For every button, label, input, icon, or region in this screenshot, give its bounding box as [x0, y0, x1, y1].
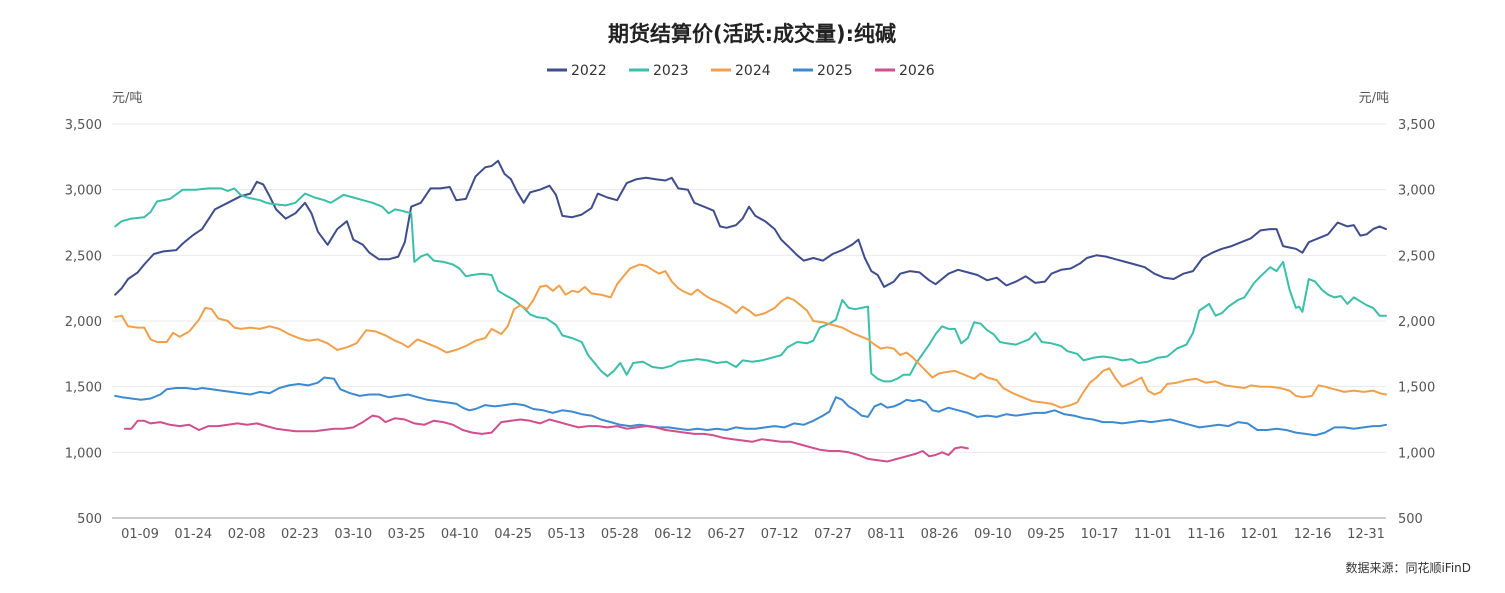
- series-lines: [114, 159, 1387, 463]
- y-axis-unit-left: 元/吨: [112, 91, 142, 106]
- y-tick-label-right: 500: [1398, 512, 1423, 527]
- x-tick-label: 10-17: [1081, 527, 1119, 542]
- y-tick-label-right: 3,500: [1398, 118, 1435, 133]
- legend-label: 2026: [899, 63, 935, 79]
- x-tick-label: 11-16: [1187, 527, 1225, 542]
- y-tick-label-left: 1,500: [65, 381, 102, 396]
- x-tick-label: 12-16: [1294, 527, 1332, 542]
- x-tick-label: 06-12: [654, 527, 692, 542]
- series-line-2025: [114, 376, 1387, 437]
- x-tick-label: 09-25: [1027, 527, 1065, 542]
- x-tick-label: 08-11: [867, 527, 905, 542]
- series-line-2023: [114, 187, 1387, 383]
- x-tick-label: 05-28: [601, 527, 639, 542]
- x-tick-label: 03-10: [334, 527, 372, 542]
- series-line-2022: [114, 159, 1387, 296]
- y-tick-label-left: 3,500: [65, 118, 102, 133]
- y-axis-right: 3,500 3,000 2,500 2,000 1,500 1,000 500: [1398, 118, 1435, 527]
- y-tick-label-left: 2,000: [65, 315, 102, 330]
- x-tick-label: 04-10: [441, 527, 479, 542]
- data-source: 数据来源：同花顺iFinD: [1345, 560, 1471, 575]
- x-tick-label: 07-27: [814, 527, 852, 542]
- y-tick-label-left: 1,000: [65, 446, 102, 461]
- y-tick-label-right: 1,000: [1398, 446, 1435, 461]
- x-tick-label: 03-25: [388, 527, 426, 542]
- legend: 2022 2023 2024 2025 2026: [547, 63, 935, 79]
- y-tick-label-left: 2,500: [65, 249, 102, 264]
- y-axis-unit-right: 元/吨: [1359, 91, 1389, 106]
- x-tick-label: 11-01: [1134, 527, 1172, 542]
- x-tick-label: 08-26: [921, 527, 959, 542]
- gridlines: [112, 123, 1386, 453]
- y-tick-label-left: 3,000: [65, 184, 102, 199]
- y-tick-label-right: 2,500: [1398, 249, 1435, 264]
- x-tick-label: 02-08: [228, 527, 266, 542]
- legend-label: 2023: [653, 63, 689, 79]
- y-tick-label-right: 1,500: [1398, 381, 1435, 396]
- y-tick-label-left: 500: [77, 512, 102, 527]
- y-axis-left: 3,500 3,000 2,500 2,000 1,500 1,000 500: [65, 118, 102, 527]
- x-tick-label: 05-13: [548, 527, 586, 542]
- x-axis: 01-09 01-24 02-08 02-23 03-10 03-25 04-10 04-25…: [121, 527, 1385, 542]
- x-tick-label: 12-01: [1241, 527, 1279, 542]
- y-tick-label-right: 3,000: [1398, 184, 1435, 199]
- chart-title: 期货结算价(活跃:成交量):纯碱: [608, 22, 896, 46]
- legend-label: 2025: [817, 63, 853, 79]
- x-tick-label: 07-12: [761, 527, 799, 542]
- x-tick-label: 01-24: [174, 527, 212, 542]
- y-tick-label-right: 2,000: [1398, 315, 1435, 330]
- series-line-2026: [123, 414, 969, 463]
- x-tick-label: 04-25: [494, 527, 532, 542]
- legend-label: 2024: [735, 63, 771, 79]
- series-line-2024: [114, 263, 1387, 409]
- x-tick-label: 01-09: [121, 527, 159, 542]
- x-tick-label: 06-27: [707, 527, 745, 542]
- legend-label: 2022: [571, 63, 607, 79]
- x-tick-label: 12-31: [1347, 527, 1385, 542]
- x-tick-label: 02-23: [281, 527, 319, 542]
- x-tick-label: 09-10: [974, 527, 1012, 542]
